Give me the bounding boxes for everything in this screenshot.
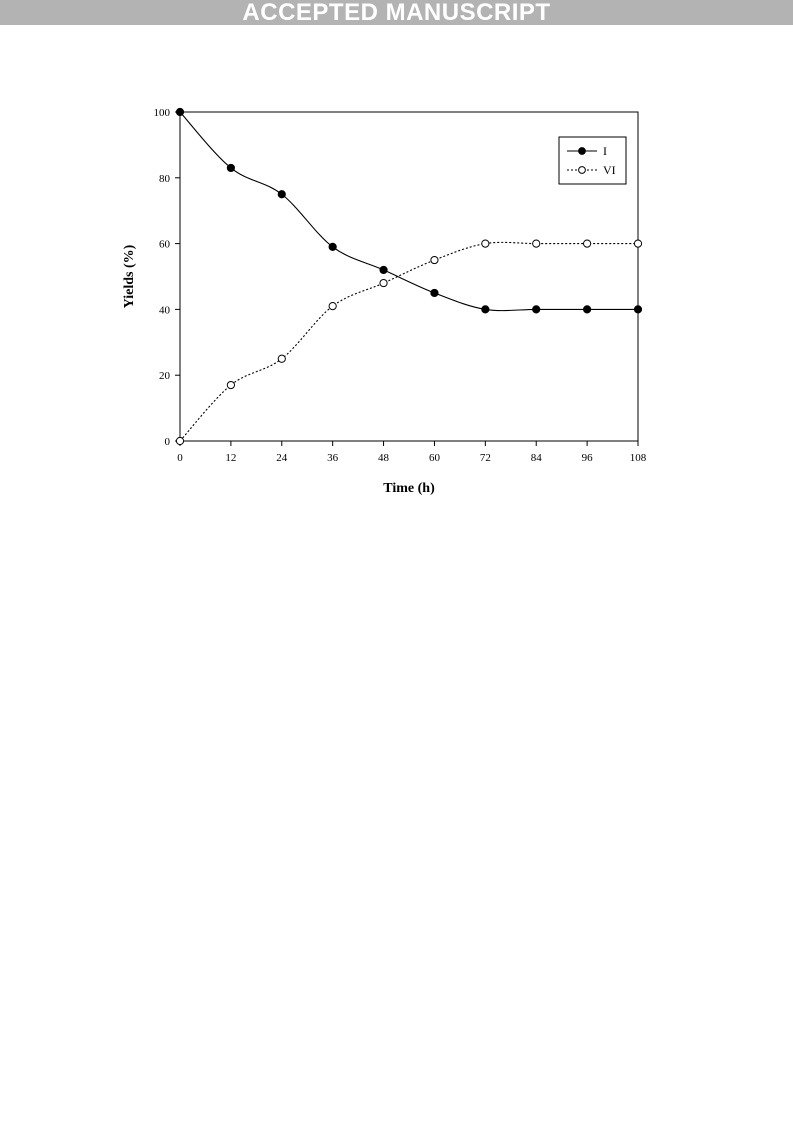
y-axis-title: Yields (%): [122, 244, 137, 308]
x-tick-label: 84: [531, 452, 543, 464]
data-point: [328, 302, 337, 311]
data-point: [633, 305, 643, 314]
series-VI: [175, 239, 643, 446]
data-point: [226, 380, 235, 390]
series-layer: [175, 107, 643, 446]
legend-label: VI: [603, 163, 616, 177]
data-point: [532, 305, 541, 314]
y-tick-label: 100: [154, 107, 171, 119]
accepted-manuscript-banner: ACCEPTED MANUSCRIPT: [0, 0, 793, 25]
legend-box: [558, 136, 627, 185]
x-tick-label: 60: [429, 452, 441, 464]
data-point: [226, 163, 235, 173]
x-tick-label: 36: [327, 452, 339, 464]
legend: I VI: [558, 136, 627, 185]
data-point: [583, 305, 592, 314]
y-tick-label: 0: [165, 436, 171, 448]
data-point: [175, 436, 185, 446]
data-point: [277, 354, 286, 363]
data-point: [532, 239, 541, 248]
series-I: [175, 107, 643, 314]
data-point: [481, 305, 490, 314]
y-tick-label: 60: [159, 239, 171, 251]
y-tick-label: 80: [159, 173, 171, 185]
y-tick-label: 40: [159, 304, 171, 316]
x-tick-label: 96: [582, 452, 594, 464]
x-tick-label: 24: [276, 452, 288, 464]
plot-frame: [179, 111, 639, 442]
x-tick-label: 0: [177, 452, 183, 464]
plot-border: [179, 111, 639, 442]
data-point: [430, 288, 439, 298]
data-point: [481, 239, 490, 248]
data-point: [328, 242, 337, 251]
data-point: [379, 265, 388, 275]
y-tick-label: 20: [159, 370, 171, 382]
series-line: [179, 241, 638, 442]
data-point: [583, 239, 592, 248]
data-point: [430, 255, 439, 265]
data-point: [379, 278, 388, 288]
legend-marker: [578, 166, 586, 174]
x-axis-title: Time (h): [383, 481, 435, 496]
x-tick-label: 48: [378, 452, 390, 464]
banner-text: ACCEPTED MANUSCRIPT: [242, 0, 551, 26]
legend-marker: [578, 147, 586, 155]
data-point: [633, 239, 643, 248]
data-point: [175, 107, 185, 117]
x-tick-label: 108: [630, 452, 647, 464]
x-tick-label: 12: [225, 452, 236, 464]
x-tick-label: 72: [480, 452, 491, 464]
legend-label: I: [603, 144, 607, 158]
data-point: [277, 190, 286, 199]
series-line: [179, 111, 638, 312]
